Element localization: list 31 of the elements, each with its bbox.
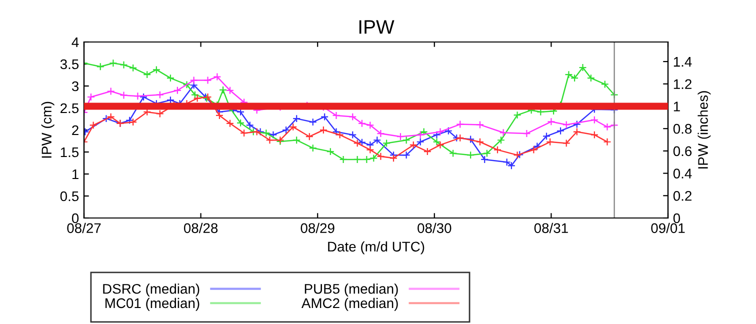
y2-tick-label: 0.8 <box>673 124 692 134</box>
y-tick-label: 3 <box>72 81 79 92</box>
y-tick-label: 0.5 <box>60 191 79 202</box>
y-tick-label: 1 <box>72 169 78 180</box>
x-tick-label: 08/30 <box>418 222 452 234</box>
y-tick-label: 1.5 <box>60 147 79 158</box>
y2-tick-label: 1 <box>674 102 680 112</box>
chart-title: IPW <box>359 20 394 34</box>
x-tick-label: 08/27 <box>67 222 101 234</box>
x-tick-label: 08/29 <box>300 222 334 234</box>
x-tick-label: 09/01 <box>651 222 685 234</box>
y-tick-label: 2.5 <box>60 103 79 114</box>
y-axis-title: IPW (cm) <box>41 102 54 158</box>
y2-tick-label: 0 <box>673 213 680 224</box>
y2-tick-label: 1.2 <box>674 79 692 89</box>
y-tick-label: 3.5 <box>60 59 79 70</box>
y-tick-label: 2 <box>72 125 78 136</box>
y2-tick-label: 0.4 <box>673 168 692 178</box>
legend-label: PUB5 (median) <box>304 284 398 297</box>
x-axis-title: Date (m/d UTC) <box>328 241 424 254</box>
y-tick-label: 0 <box>72 213 79 224</box>
legend-label: AMC2 (median) <box>301 298 398 311</box>
legend-label: MC01 (median) <box>106 298 200 311</box>
legend-label: DSRC (median) <box>103 284 200 297</box>
y2-tick-label: 0.6 <box>673 146 692 156</box>
y2-tick-label: 0.2 <box>673 190 692 201</box>
x-tick-label: 08/31 <box>534 222 568 234</box>
x-tick-label: 08/28 <box>184 222 218 234</box>
y2-axis-title: IPW (inches) <box>698 91 711 168</box>
y2-tick-label: 1.4 <box>674 57 692 67</box>
y-tick-label: 4 <box>72 37 79 48</box>
